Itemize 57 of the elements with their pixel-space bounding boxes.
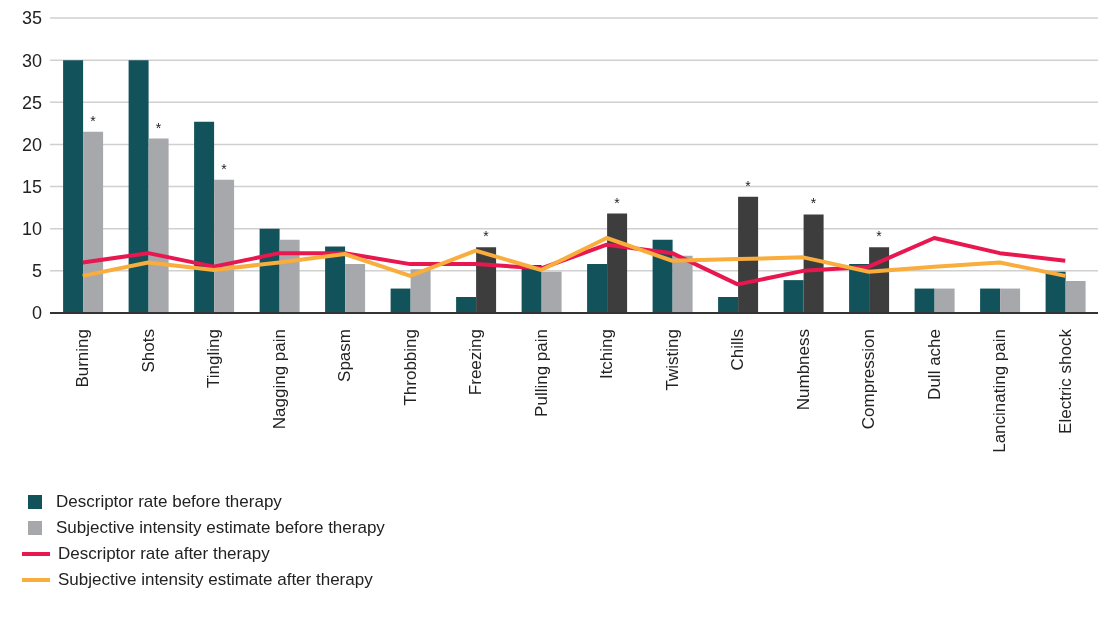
y-tick-label: 0 — [31, 303, 42, 324]
legend-label: Descriptor rate before therapy — [56, 492, 282, 512]
bar — [148, 138, 169, 313]
x-tick-label: Dull ache — [924, 329, 944, 400]
bar — [390, 288, 411, 313]
x-tick-label: Compression — [859, 329, 879, 430]
bar — [541, 271, 562, 313]
x-tick-label: Shots — [138, 329, 158, 373]
x-tick-label: Nagging pain — [269, 329, 289, 430]
bar — [783, 280, 804, 313]
bar — [914, 288, 935, 313]
x-tick-label: Pulling pain — [531, 329, 551, 417]
y-tick-label: 20 — [21, 134, 42, 155]
bar — [934, 288, 955, 313]
annotation: * — [483, 228, 490, 245]
x-tick-label: Tingling — [204, 329, 224, 388]
bar — [194, 121, 215, 313]
x-tick-label: Burning — [73, 329, 93, 388]
bar — [214, 179, 235, 313]
bar — [1000, 288, 1021, 313]
bar — [1065, 280, 1086, 313]
x-tick-label: Chills — [728, 329, 748, 371]
annotation: * — [155, 119, 162, 136]
bar — [587, 264, 608, 313]
annotation: * — [221, 160, 228, 177]
x-tick-label: Spasm — [335, 329, 355, 382]
annotation: * — [90, 112, 97, 129]
y-tick-label: 15 — [21, 176, 42, 197]
bar — [128, 60, 149, 313]
line-series — [80, 235, 1068, 278]
annotation: * — [810, 195, 817, 212]
bar — [345, 264, 366, 313]
annotation: * — [745, 177, 752, 194]
bar — [83, 131, 104, 313]
y-tick-label: 30 — [21, 50, 42, 71]
annotation: * — [614, 194, 621, 211]
y-tick-label: 5 — [31, 261, 42, 282]
x-tick-label: Electric shock — [1055, 328, 1075, 434]
bar — [325, 246, 346, 313]
bar — [456, 296, 477, 313]
x-tick-label: Twisting — [662, 329, 682, 391]
legend-label: Subjective intensity estimate before therapy — [56, 518, 385, 538]
y-tick-label: 25 — [21, 92, 42, 113]
bar — [410, 269, 431, 313]
y-tick-label: 10 — [21, 219, 42, 240]
x-tick-label: Throbbing — [400, 329, 420, 406]
x-tick-label: Numbness — [793, 329, 813, 411]
x-tick-label: Freezing — [466, 329, 486, 396]
bar — [63, 60, 84, 313]
bar — [980, 288, 1001, 313]
legend-label: Descriptor rate after therapy — [58, 544, 270, 564]
legend-label: Subjective intensity estimate after therapy — [58, 570, 373, 590]
y-tick-label: 35 — [21, 8, 42, 29]
x-tick-label: Lancinating pain — [990, 329, 1010, 453]
bar — [718, 296, 739, 313]
x-tick-label: Itching — [597, 329, 617, 380]
annotation: * — [876, 228, 883, 245]
